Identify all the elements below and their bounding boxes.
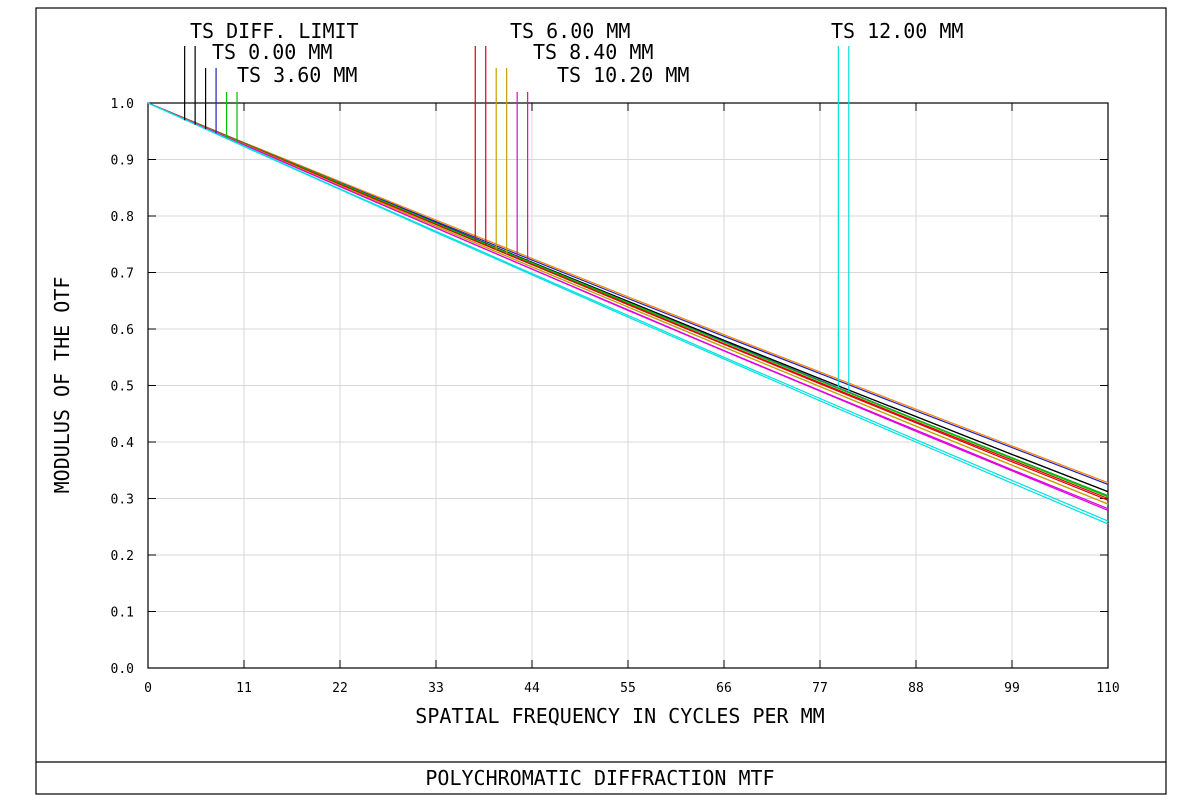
mtf-curves (147, 102, 1109, 525)
y-tick-label: 0.7 (111, 267, 134, 282)
legend-label-0mm: TS 0.00 MM (212, 40, 332, 64)
y-tick-label: 0.9 (111, 154, 134, 169)
y-tick-label: 1.0 (111, 97, 134, 112)
grid (148, 103, 1108, 668)
legend-markers (184, 46, 850, 393)
legend-label-3-60mm: TS 3.60 MM (237, 63, 357, 87)
x-tick-labels: 0 11 22 33 44 55 66 77 88 99 110 (144, 681, 1120, 696)
legend-label-10-20mm: TS 10.20 MM (557, 63, 689, 87)
x-tick-label: 110 (1096, 681, 1119, 696)
x-tick-label: 88 (908, 681, 924, 696)
y-tick-label: 0.0 (111, 662, 134, 677)
x-axis-title: SPATIAL FREQUENCY IN CYCLES PER MM (415, 704, 824, 728)
y-tick-label: 0.6 (111, 323, 134, 338)
legend-label-diff-limit: TS DIFF. LIMIT (190, 19, 359, 43)
y-tick-label: 0.1 (111, 606, 134, 621)
mtf-curve (147, 102, 1109, 505)
legend-label-12mm: TS 12.00 MM (831, 19, 963, 43)
x-tick-label: 22 (332, 681, 348, 696)
y-tick-labels: 0.0 0.1 0.2 0.3 0.4 0.5 0.6 0.7 0.8 0.9 1.0 (111, 97, 135, 677)
x-tick-label: 0 (144, 681, 152, 696)
axis-ticks (147, 102, 1109, 669)
x-tick-label: 44 (524, 681, 540, 696)
figure-title: POLYCHROMATIC DIFFRACTION MTF (425, 766, 774, 790)
y-tick-label: 0.2 (111, 549, 134, 564)
figure-border (35, 7, 1167, 795)
legend-label-6mm: TS 6.00 MM (510, 19, 630, 43)
x-tick-label: 77 (812, 681, 828, 696)
x-tick-label: 55 (620, 681, 636, 696)
mtf-curve (147, 102, 1109, 511)
y-axis-title: MODULUS OF THE OTF (50, 277, 74, 494)
y-tick-label: 0.5 (111, 380, 134, 395)
x-tick-label: 33 (428, 681, 444, 696)
y-tick-label: 0.8 (111, 210, 134, 225)
mtf-curve (147, 102, 1109, 484)
mtf-curve (147, 102, 1109, 498)
y-tick-label: 0.3 (111, 493, 134, 508)
mtf-curve (147, 102, 1109, 501)
x-tick-label: 66 (716, 681, 732, 696)
mtf-curve (147, 102, 1109, 525)
y-tick-label: 0.4 (111, 436, 135, 451)
legend-label-8-40mm: TS 8.40 MM (533, 40, 653, 64)
x-tick-label: 11 (236, 681, 252, 696)
x-tick-label: 99 (1004, 681, 1020, 696)
